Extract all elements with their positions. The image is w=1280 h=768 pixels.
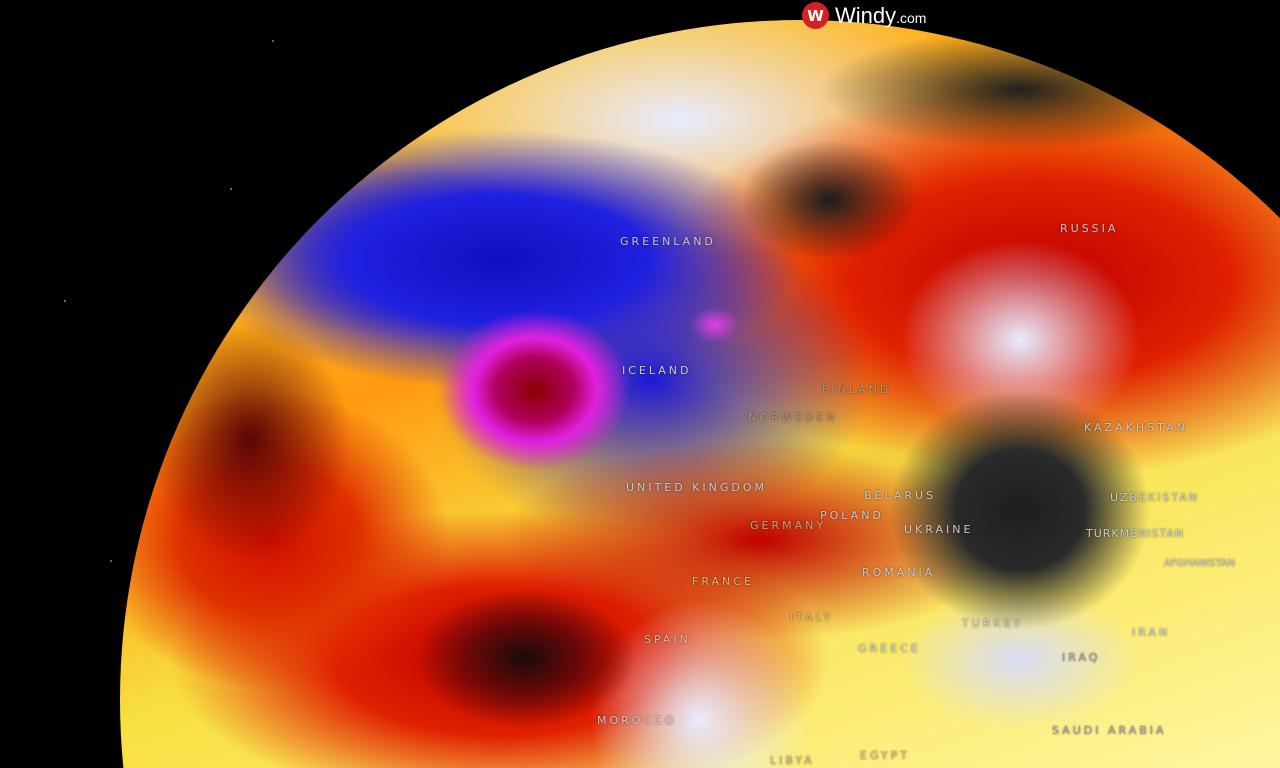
country-label: FRANCE	[692, 575, 754, 588]
country-label: SAUDI ARABIA	[1052, 724, 1167, 737]
country-label: UZBEKISTAN	[1110, 491, 1199, 504]
brand-name: Windy	[835, 2, 897, 28]
country-label: SPAIN	[644, 633, 691, 646]
country-label: RUSSIA	[1060, 222, 1119, 235]
star	[110, 560, 112, 562]
windy-logo-icon: W	[802, 2, 829, 29]
country-label: AFGHANISTAN	[1164, 558, 1236, 569]
country-label: ICELAND	[622, 364, 692, 377]
country-label: POLAND	[820, 509, 884, 522]
brand-suffix: .com	[896, 9, 927, 26]
country-label: GREECE	[858, 642, 921, 655]
country-label: MOROCCO	[597, 714, 677, 727]
country-label: FINLAND	[822, 383, 892, 396]
country-label: TURKMENISTAN	[1086, 527, 1185, 540]
country-label: UNITED KINGDOM	[626, 481, 767, 494]
star	[272, 40, 274, 42]
country-label: GERMANY	[750, 519, 827, 532]
country-label: NORWEDEN	[748, 411, 838, 424]
country-label: TURKEY	[962, 617, 1024, 630]
windy-logo[interactable]: W Windy.com	[802, 2, 926, 29]
country-label: IRAQ	[1062, 651, 1101, 664]
country-label: EGYPT	[860, 749, 910, 762]
country-label: LIBYA	[770, 754, 815, 767]
star	[230, 188, 232, 190]
country-label: GREENLAND	[620, 235, 716, 248]
country-label: IRAN	[1132, 626, 1171, 639]
country-label: ROMANIA	[862, 566, 936, 579]
star	[64, 300, 66, 302]
country-label: ITALY	[790, 611, 834, 624]
country-label: KAZAKHSTAN	[1084, 421, 1188, 434]
country-label: BELARUS	[864, 489, 937, 502]
country-label: UKRAINE	[904, 523, 974, 536]
